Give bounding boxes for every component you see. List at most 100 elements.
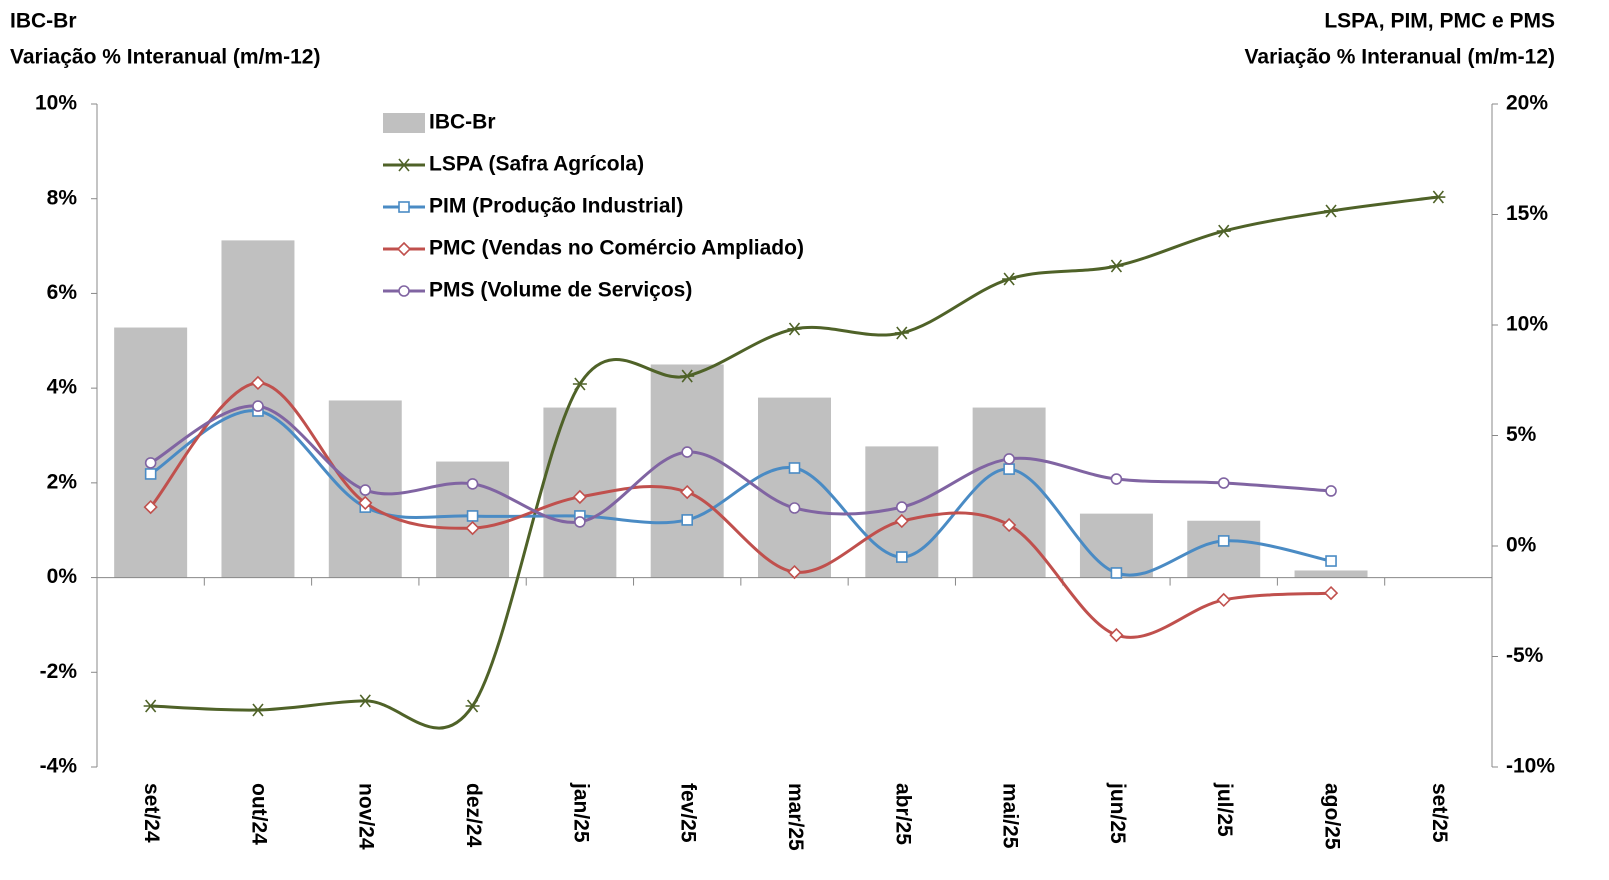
x-tick-label: mai/25 [999,783,1022,849]
marker [787,322,802,336]
line [149,409,1332,577]
y2-axis-title: LSPA, PIM, PMC e PMS [1324,10,1555,33]
marker [1324,204,1339,218]
x-tick-label: dez/24 [462,783,485,848]
y2-tick-label: 20% [1506,92,1548,115]
marker [1323,585,1339,601]
bar [758,397,831,578]
marker [143,499,158,515]
marker [1431,190,1446,204]
x-tick-label: jun/25 [1106,782,1129,844]
y-axis-title: IBC-Br [10,10,77,33]
marker [574,516,586,528]
marker [1003,463,1015,475]
marker [465,699,480,713]
marker [896,501,908,513]
x-tick-label: set/24 [140,783,163,843]
x-tick-label: abr/25 [891,783,914,845]
y-tick-label: 4% [47,376,78,399]
marker [358,694,373,708]
marker [1109,627,1124,643]
bar [1187,520,1261,578]
marker [788,462,801,474]
marker [396,241,412,257]
marker [144,468,157,480]
line [149,381,1332,639]
bar [972,407,1046,578]
marker [788,502,801,514]
marker [143,699,158,713]
x-tick-label: set/25 [1428,783,1451,843]
x-tick-label: nov/24 [355,783,378,850]
marker [1216,224,1231,238]
marker [1110,473,1123,485]
y-tick-label: 8% [47,186,78,209]
y-tick-label: -4% [40,755,78,778]
marker [681,514,693,526]
legend-label: LSPA (Safra Agrícola) [429,153,644,176]
marker [894,326,909,340]
marker [466,478,479,490]
line [149,404,1332,524]
y2-tick-label: -10% [1506,755,1555,778]
x-tick-label: jan/25 [569,782,592,843]
legend-swatch [383,113,425,133]
legend-label: PIM (Produção Industrial) [429,195,683,218]
y2-tick-label: 5% [1506,423,1537,446]
x-tick-label: fev/25 [677,783,700,843]
y2-axis-title: Variação % Interanual (m/m-12) [1245,46,1555,69]
marker [680,484,695,500]
y-tick-label: 6% [47,281,78,304]
marker [1216,592,1231,608]
marker [252,400,264,412]
marker [681,446,693,458]
marker [1110,567,1123,579]
y2-tick-label: -5% [1506,644,1544,667]
marker [1001,517,1017,533]
x-tick-label: mar/25 [784,783,807,851]
y-tick-label: 2% [47,470,78,493]
y-tick-label: 0% [47,565,78,588]
marker [1002,272,1017,286]
marker [398,201,410,213]
marker [572,377,587,391]
marker [397,158,411,172]
marker [1003,453,1015,465]
marker [398,285,410,297]
line [150,195,1439,730]
legend-label: PMC (Vendas no Comércio Ampliado) [429,237,804,260]
marker [466,510,479,522]
bar [114,327,188,578]
marker [465,520,480,536]
marker [894,513,909,529]
legend-label: PMS (Volume de Serviços) [429,279,692,302]
marker [358,495,373,511]
marker [250,703,265,717]
legend-label: IBC-Br [429,111,496,134]
y-axis-title: Variação % Interanual (m/m-12) [10,46,320,69]
y-tick-label: -2% [40,660,78,683]
marker [680,369,695,383]
marker [787,564,802,580]
x-tick-label: ago/25 [1320,783,1343,850]
marker [359,484,372,496]
marker [1217,477,1230,489]
y-tick-label: 10% [35,92,77,115]
y2-tick-label: 15% [1506,202,1548,225]
marker [572,489,588,505]
x-tick-label: out/24 [247,783,270,845]
marker [896,551,908,563]
marker [1109,259,1124,273]
marker [144,457,157,469]
y2-tick-label: 10% [1506,313,1548,336]
x-tick-label: jul/25 [1213,782,1236,837]
bar [650,364,724,578]
bar [1294,570,1368,578]
marker [1217,535,1230,547]
marker [1325,555,1337,567]
marker [250,375,266,391]
bar [1079,513,1153,578]
y2-tick-label: 0% [1506,534,1537,557]
marker [1325,485,1337,497]
